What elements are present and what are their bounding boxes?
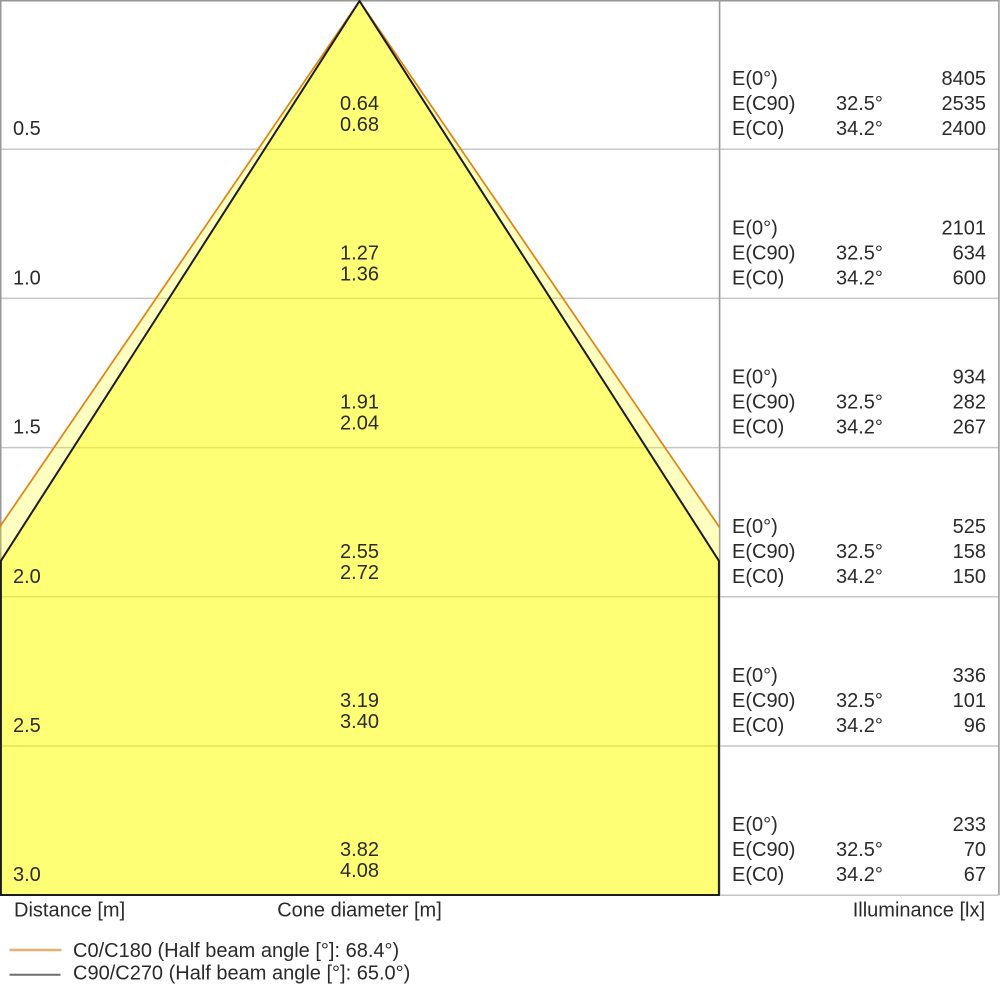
- svg-text:4.08: 4.08: [340, 860, 379, 882]
- svg-text:Distance [m]: Distance [m]: [14, 900, 125, 922]
- svg-text:267: 267: [953, 417, 986, 439]
- svg-text:C90/C270 (Half beam angle [°]:: C90/C270 (Half beam angle [°]: 65.0°): [73, 963, 410, 985]
- svg-text:32.5°: 32.5°: [836, 392, 883, 414]
- svg-text:282: 282: [953, 392, 986, 414]
- svg-text:E(C0): E(C0): [732, 566, 784, 588]
- svg-text:E(C0): E(C0): [732, 118, 784, 140]
- svg-text:E(C90): E(C90): [732, 690, 795, 712]
- svg-text:32.5°: 32.5°: [836, 541, 883, 563]
- svg-text:Cone diameter [m]: Cone diameter [m]: [277, 900, 442, 922]
- svg-text:96: 96: [964, 715, 986, 737]
- svg-text:150: 150: [953, 566, 986, 588]
- svg-text:3.0: 3.0: [13, 864, 41, 886]
- svg-text:E(0°): E(0°): [732, 516, 778, 538]
- svg-text:C0/C180 (Half beam angle [°]:: C0/C180 (Half beam angle [°]: 68.4°): [73, 940, 399, 962]
- svg-text:E(C0): E(C0): [732, 715, 784, 737]
- svg-text:34.2°: 34.2°: [836, 566, 883, 588]
- svg-text:70: 70: [964, 839, 986, 861]
- svg-text:E(0°): E(0°): [732, 814, 778, 836]
- svg-text:E(C90): E(C90): [732, 839, 795, 861]
- svg-text:E(0°): E(0°): [732, 217, 778, 239]
- svg-text:E(C0): E(C0): [732, 864, 784, 886]
- svg-text:E(0°): E(0°): [732, 665, 778, 687]
- svg-text:67: 67: [964, 864, 986, 886]
- svg-text:0.5: 0.5: [13, 118, 41, 140]
- svg-text:Illuminance [lx]: Illuminance [lx]: [853, 900, 985, 922]
- svg-text:634: 634: [953, 242, 986, 264]
- svg-text:34.2°: 34.2°: [836, 417, 883, 439]
- svg-text:32.5°: 32.5°: [836, 839, 883, 861]
- svg-text:E(0°): E(0°): [732, 68, 778, 90]
- svg-text:2.55: 2.55: [340, 541, 379, 563]
- svg-text:2.0: 2.0: [13, 566, 41, 588]
- svg-text:8405: 8405: [942, 68, 987, 90]
- svg-text:2.72: 2.72: [340, 562, 379, 584]
- svg-text:336: 336: [953, 665, 986, 687]
- svg-text:E(C0): E(C0): [732, 267, 784, 289]
- svg-text:233: 233: [953, 814, 986, 836]
- svg-text:3.40: 3.40: [340, 711, 379, 733]
- svg-text:32.5°: 32.5°: [836, 242, 883, 264]
- svg-text:0.68: 0.68: [340, 114, 379, 136]
- svg-text:600: 600: [953, 267, 986, 289]
- svg-text:34.2°: 34.2°: [836, 715, 883, 737]
- svg-text:E(C90): E(C90): [732, 93, 795, 115]
- svg-text:3.19: 3.19: [340, 690, 379, 712]
- svg-text:1.91: 1.91: [340, 392, 379, 414]
- svg-text:1.36: 1.36: [340, 263, 379, 285]
- svg-text:E(C90): E(C90): [732, 541, 795, 563]
- svg-text:E(0°): E(0°): [732, 367, 778, 389]
- svg-text:2.04: 2.04: [340, 413, 379, 435]
- svg-text:E(C0): E(C0): [732, 417, 784, 439]
- svg-text:2.5: 2.5: [13, 715, 41, 737]
- svg-text:32.5°: 32.5°: [836, 690, 883, 712]
- svg-text:2101: 2101: [942, 217, 987, 239]
- svg-text:1.27: 1.27: [340, 242, 379, 264]
- svg-text:32.5°: 32.5°: [836, 93, 883, 115]
- svg-text:E(C90): E(C90): [732, 242, 795, 264]
- svg-text:1.5: 1.5: [13, 417, 41, 439]
- svg-text:E(C90): E(C90): [732, 392, 795, 414]
- svg-text:2535: 2535: [942, 93, 987, 115]
- svg-text:3.82: 3.82: [340, 839, 379, 861]
- svg-text:34.2°: 34.2°: [836, 267, 883, 289]
- svg-text:934: 934: [953, 367, 986, 389]
- svg-text:158: 158: [953, 541, 986, 563]
- svg-text:2400: 2400: [942, 118, 987, 140]
- svg-text:34.2°: 34.2°: [836, 864, 883, 886]
- svg-text:101: 101: [953, 690, 986, 712]
- svg-text:0.64: 0.64: [340, 93, 379, 115]
- svg-text:34.2°: 34.2°: [836, 118, 883, 140]
- svg-text:1.0: 1.0: [13, 267, 41, 289]
- svg-text:525: 525: [953, 516, 986, 538]
